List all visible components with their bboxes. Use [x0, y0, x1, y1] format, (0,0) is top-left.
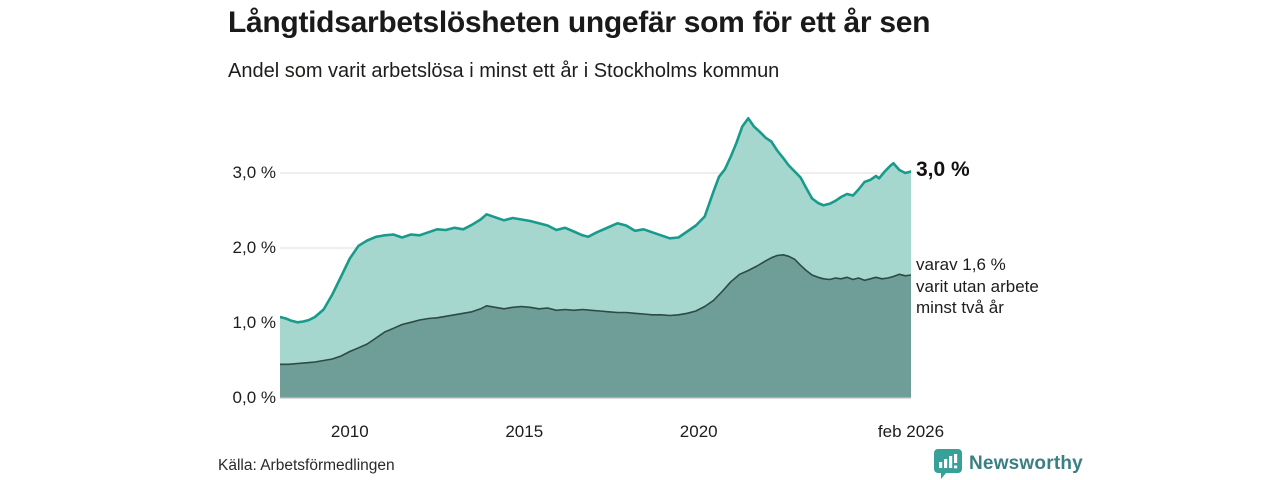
y-tick-label: 1,0 % [232, 313, 276, 332]
newsworthy-wordmark: Newsworthy [969, 453, 1083, 474]
x-tick-label: 2015 [505, 422, 544, 441]
y-tick-label: 2,0 % [232, 238, 276, 257]
y-tick-label: 0,0 % [232, 388, 276, 407]
chart-subtitle: Andel som varit arbetslösa i minst ett å… [228, 60, 780, 82]
annotation-line-2: varit utan arbete [916, 276, 1039, 296]
x-tick-label: 2020 [679, 422, 718, 441]
newsworthy-logo: Newsworthy [934, 449, 1083, 479]
source-credit: Källa: Arbetsförmedlingen [218, 457, 395, 474]
sub-area-fill [280, 254, 911, 398]
series-end-value-label: 3,0 % [916, 158, 970, 181]
newsworthy-bar-chart-icon [934, 449, 962, 479]
x-tick-label: feb 2026 [877, 422, 945, 441]
annotation-line-3: minst två år [916, 298, 1004, 317]
x-tick-label: 2010 [330, 422, 369, 441]
total-series-line [280, 117, 911, 324]
y-tick-label: 3,0 % [232, 163, 276, 182]
page-title: Långtidsarbetslösheten ungefär som för e… [228, 6, 931, 39]
sub-series-annotation: varav 1,6 % varit utan arbete minst två … [916, 254, 1039, 319]
annotation-line-1: varav 1,6 % [916, 255, 1006, 274]
sub-series-line [280, 254, 911, 366]
area-chart [280, 117, 911, 399]
